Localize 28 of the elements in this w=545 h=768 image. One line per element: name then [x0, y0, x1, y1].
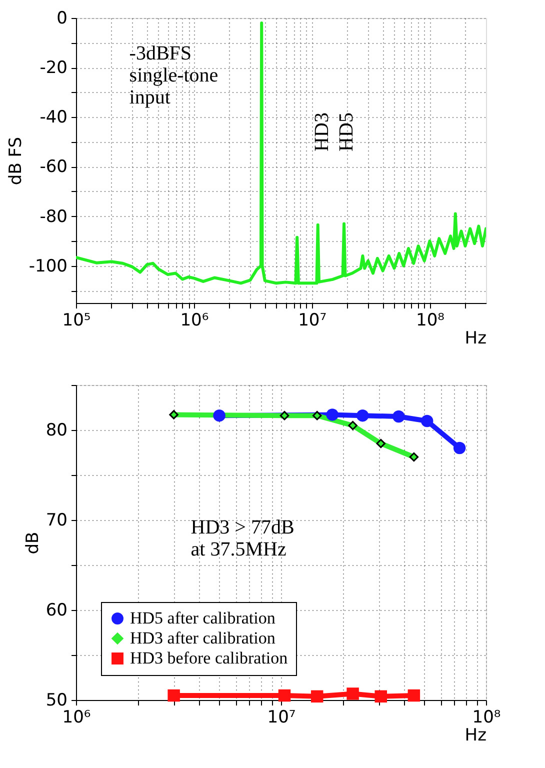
- y-tick-label: -20: [40, 58, 68, 78]
- annotation: HD3 > 77dB at 37.5MHz: [190, 516, 294, 560]
- x-tick-label: 10⁷: [298, 310, 327, 330]
- x-tick-label: 10⁸: [472, 708, 501, 728]
- y-tick-label: -100: [28, 256, 68, 276]
- x-tick-label: 10⁵: [62, 310, 91, 330]
- x-tick-label: 10⁶: [62, 708, 91, 728]
- y-tick-label: 0: [56, 8, 68, 28]
- y-tick-label: 70: [46, 510, 68, 530]
- y-tick-label: -60: [40, 157, 68, 178]
- legend-label: HD3 after calibration: [130, 628, 276, 648]
- y-axis-title: dB: [22, 532, 43, 554]
- y-tick-label: 60: [46, 600, 68, 620]
- x-axis-title: Hz: [464, 726, 487, 746]
- annotation: -3dBFS single-tone input: [129, 42, 218, 109]
- legend-label: HD3 before calibration: [130, 648, 288, 668]
- y-tick-label: 80: [46, 420, 68, 440]
- annotation: HD3: [310, 112, 333, 152]
- y-tick-label: 50: [46, 690, 68, 710]
- annotation: HD5: [335, 112, 358, 152]
- y-tick-label: -80: [40, 206, 68, 227]
- x-axis-title: Hz: [464, 328, 487, 348]
- y-tick-label: -40: [40, 108, 68, 128]
- legend-label: HD5 after calibration: [130, 608, 276, 628]
- x-tick-label: 10⁶: [180, 310, 209, 330]
- y-axis-title: dB FS: [6, 136, 26, 186]
- x-tick-label: 10⁷: [267, 708, 296, 728]
- x-tick-label: 10⁸: [416, 310, 445, 330]
